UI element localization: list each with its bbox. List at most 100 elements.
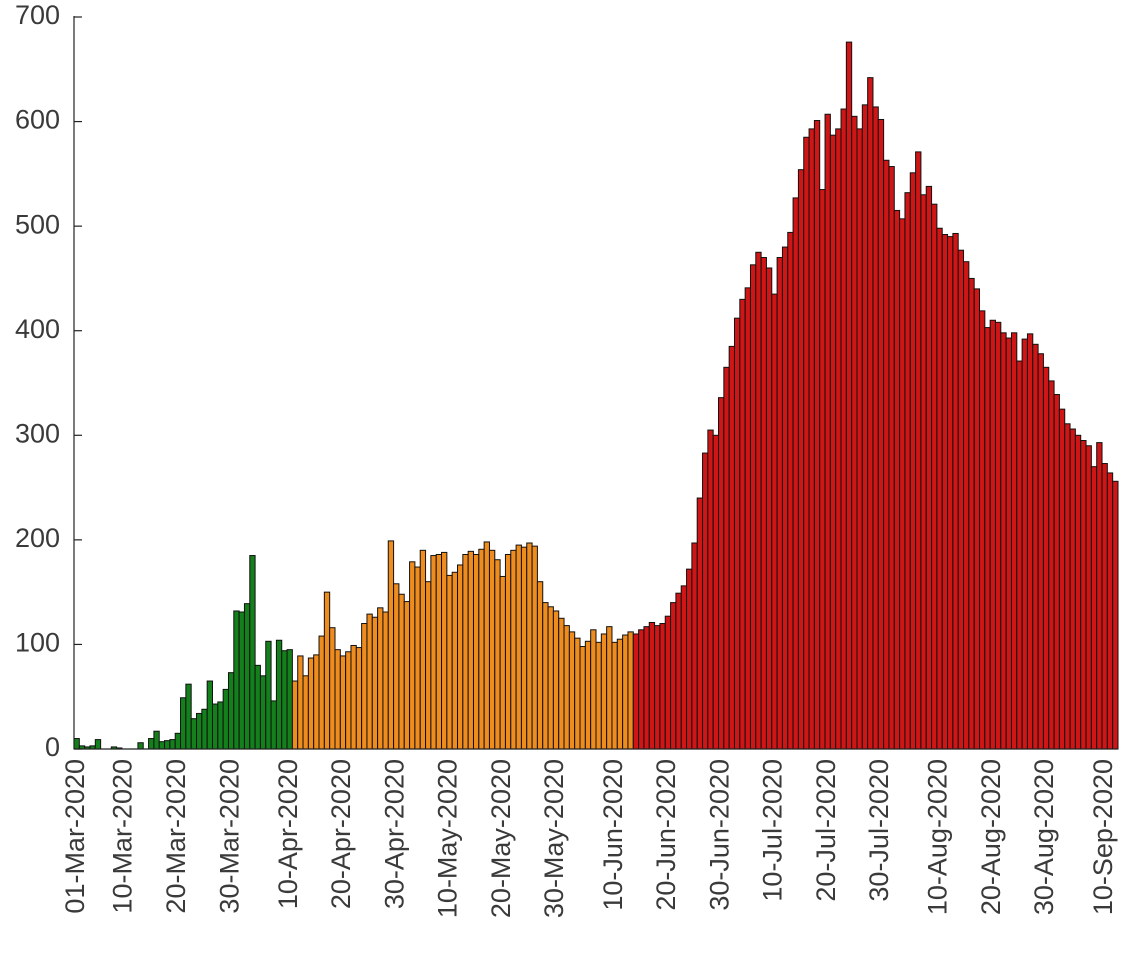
bar: [318, 635, 325, 750]
bar: [1096, 442, 1103, 750]
bar: [835, 128, 842, 750]
bar: [686, 568, 693, 750]
bar: [1064, 423, 1071, 750]
bar: [936, 227, 943, 750]
bar: [638, 629, 645, 750]
bar: [622, 634, 629, 750]
bar: [861, 104, 869, 750]
bar: [206, 680, 213, 750]
bar: [675, 592, 682, 750]
bar: [755, 251, 762, 750]
bar: [286, 649, 293, 750]
bar: [728, 345, 735, 750]
bar: [377, 607, 384, 750]
bar: [494, 559, 501, 750]
bar: [670, 602, 677, 750]
bar: [185, 683, 192, 750]
bar: [952, 232, 959, 750]
bar: [760, 257, 767, 750]
bar: [457, 564, 464, 750]
bar: [73, 738, 80, 750]
bar: [744, 287, 751, 750]
bar: [334, 649, 341, 750]
x-tick-label: 30-May-2020: [539, 759, 569, 918]
bar: [994, 321, 1002, 750]
bar: [1101, 463, 1108, 750]
y-tick-label: 300: [15, 418, 60, 448]
x-tick-label: 20-Apr-2020: [326, 759, 356, 909]
bar: [797, 169, 805, 750]
bar: [148, 738, 155, 750]
bar: [600, 633, 608, 750]
bar: [595, 641, 602, 750]
bar: [691, 542, 698, 750]
bar: [441, 551, 448, 750]
x-tick-label: 30-Mar-2020: [214, 759, 244, 914]
y-tick-label: 100: [15, 628, 60, 658]
bar: [483, 541, 490, 750]
bar: [164, 740, 171, 750]
bar: [584, 640, 592, 750]
bar: [1053, 394, 1060, 750]
bar: [851, 115, 858, 750]
bar: [568, 631, 576, 750]
bar: [409, 561, 416, 750]
bar: [1080, 440, 1087, 750]
bar: [462, 553, 469, 750]
y-tick-label: 500: [15, 209, 60, 239]
bar: [158, 741, 166, 750]
bar: [979, 310, 986, 750]
bar: [1058, 408, 1066, 750]
bar: [313, 654, 320, 750]
bar: [297, 655, 304, 750]
bar: [1032, 343, 1039, 750]
bar: [1026, 333, 1034, 750]
bar: [153, 730, 160, 750]
x-tick-label: 30-Apr-2020: [379, 759, 409, 909]
y-tick-label: 400: [15, 314, 60, 344]
bar: [845, 41, 853, 750]
bar: [963, 261, 970, 750]
bar: [515, 544, 522, 750]
bar: [563, 625, 570, 750]
x-tick-label: 10-Jul-2020: [758, 759, 788, 902]
bar: [291, 680, 299, 750]
bar: [1016, 360, 1023, 750]
bar: [957, 249, 965, 750]
bar: [520, 546, 528, 750]
x-tick-label: 30-Jul-2020: [864, 759, 894, 902]
bar: [1085, 445, 1092, 750]
bar: [217, 701, 224, 750]
bar: [259, 675, 267, 750]
bar: [435, 553, 443, 750]
bar: [547, 606, 554, 750]
bar: [393, 583, 400, 750]
bar: [632, 633, 640, 750]
bar: [904, 192, 911, 750]
bar: [872, 106, 879, 750]
bar: [371, 616, 379, 750]
bar: [307, 657, 315, 750]
bar: [403, 601, 411, 750]
bar: [472, 553, 480, 750]
bar: [499, 575, 506, 750]
bar: [302, 675, 309, 750]
bar: [989, 319, 996, 750]
bar: [1074, 434, 1082, 750]
bar: [345, 651, 352, 750]
bar: [552, 610, 560, 750]
bar: [611, 641, 618, 750]
bar: [1037, 353, 1044, 750]
bar: [504, 553, 512, 750]
bar: [749, 264, 757, 750]
x-tick-label: 20-Jun-2020: [651, 759, 681, 911]
bar: [211, 703, 219, 750]
bar: [680, 585, 688, 750]
bar: [249, 555, 256, 750]
bar: [925, 185, 933, 750]
bar: [350, 644, 357, 750]
bar: [920, 194, 927, 750]
bar: [819, 189, 826, 750]
bar: [808, 128, 815, 750]
